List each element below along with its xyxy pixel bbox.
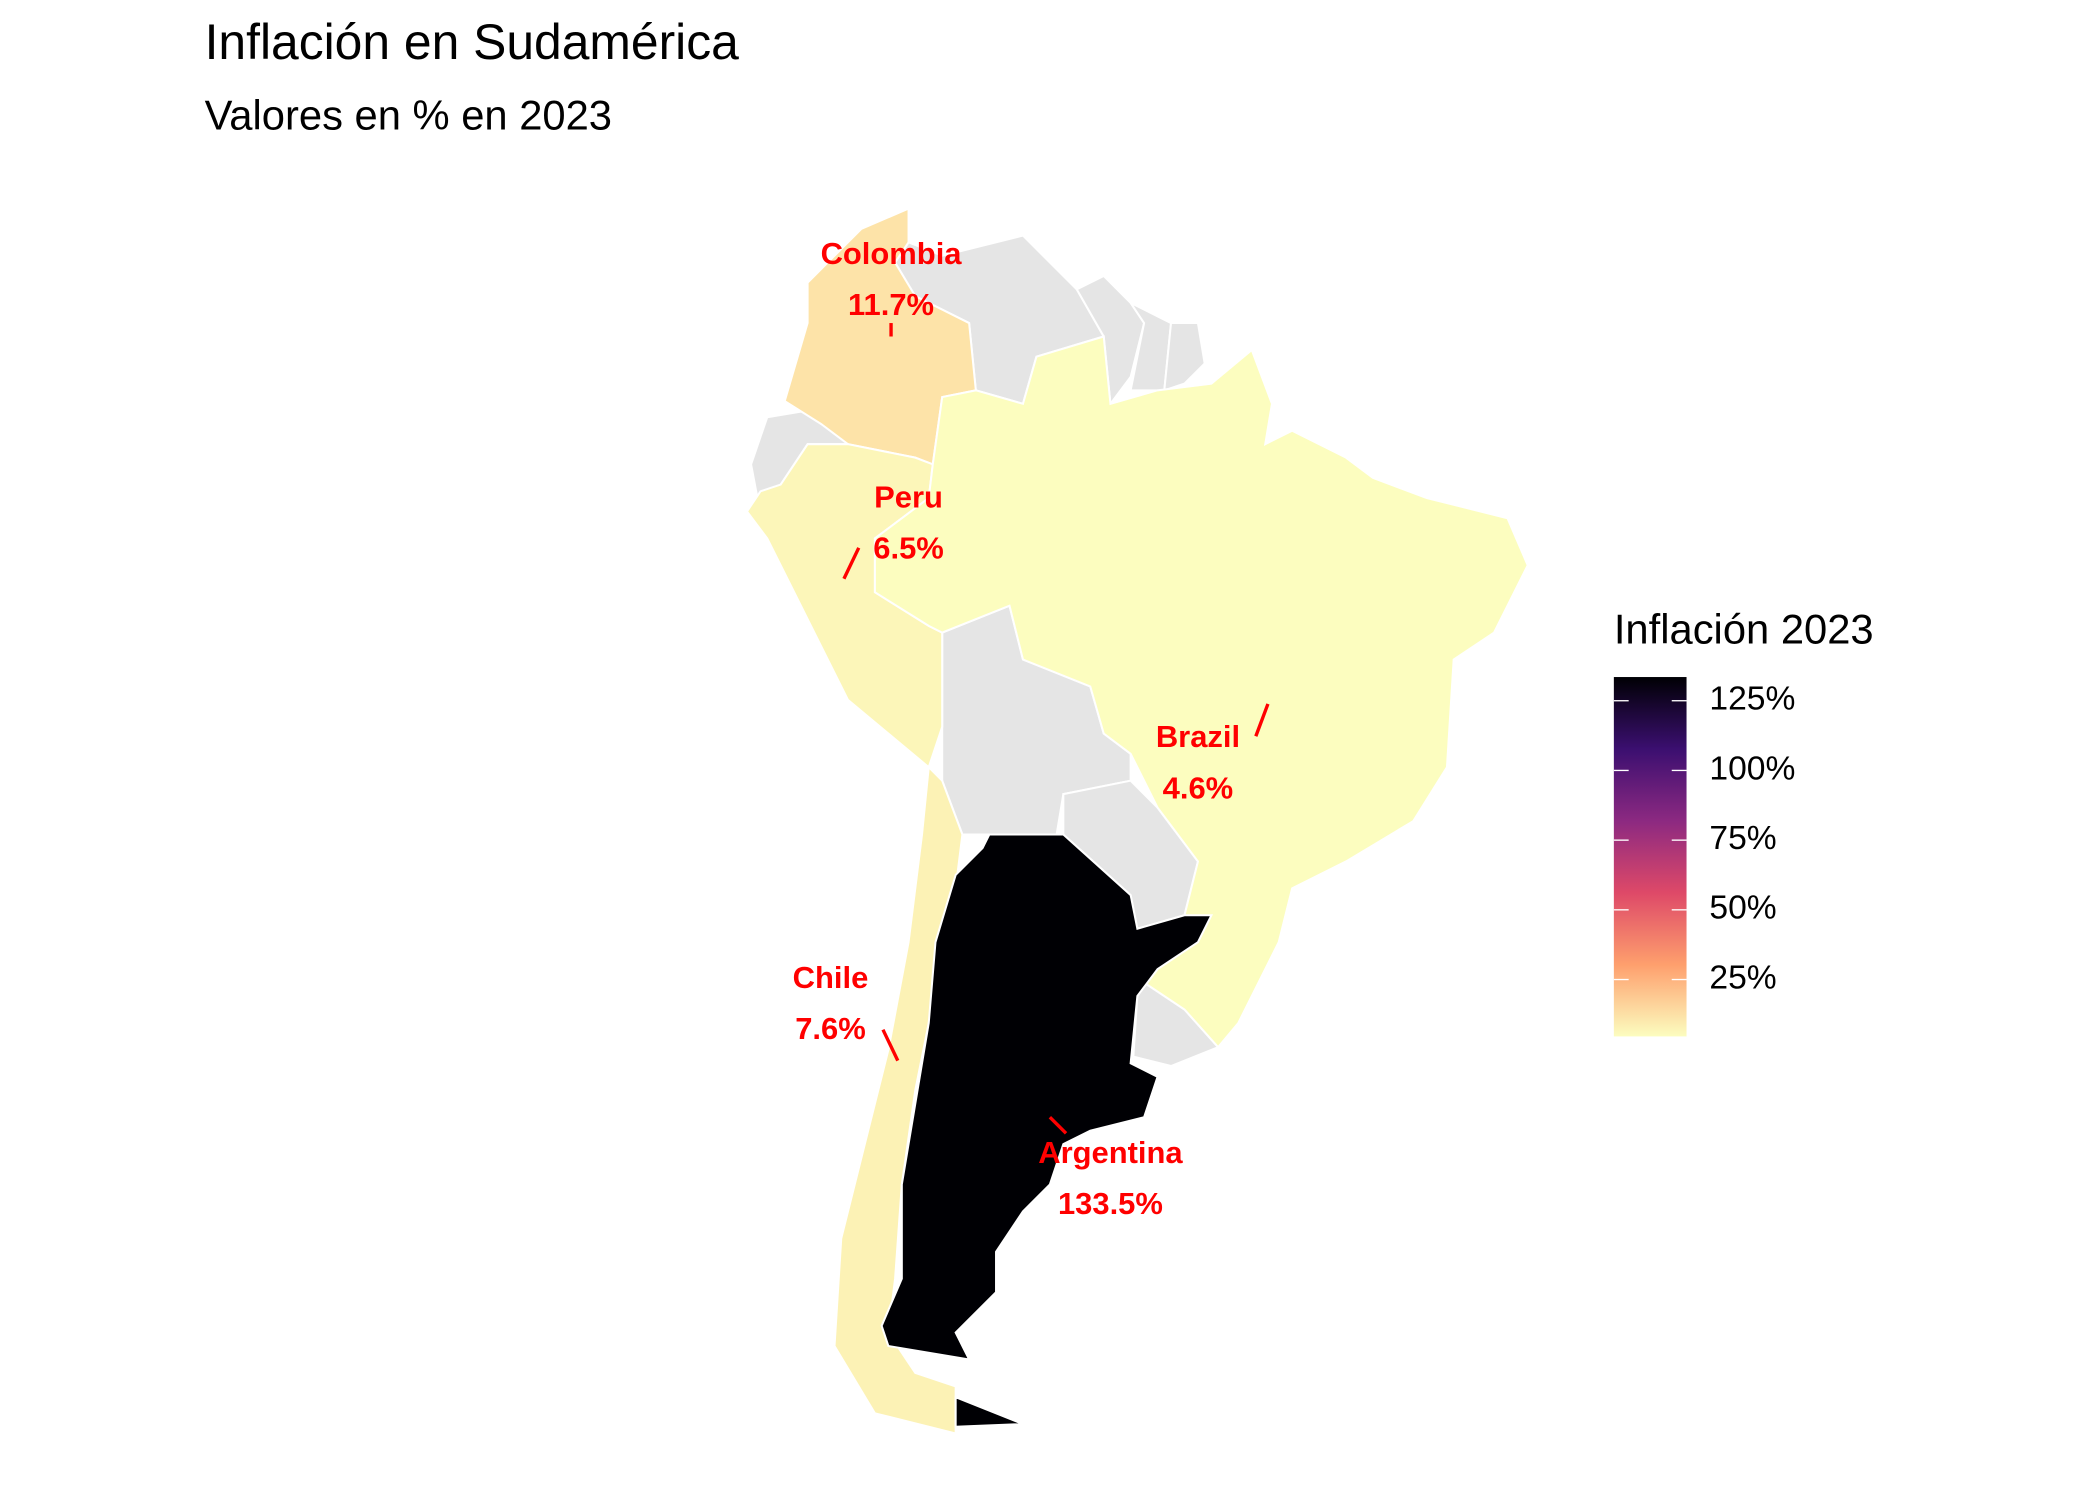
leader-lines xyxy=(842,323,1270,1135)
value-label: 133.5% xyxy=(1058,1186,1163,1221)
subtitle: Valores en % en 2023 xyxy=(205,91,612,138)
value-label: 7.6% xyxy=(795,1011,866,1046)
leader-line xyxy=(842,547,861,580)
country-argentina xyxy=(880,833,1214,1428)
country-label: Peru xyxy=(874,480,943,515)
country-brazil xyxy=(873,335,1529,1049)
country-label: Chile xyxy=(793,960,869,995)
labels: Colombia 11.7% Peru 6.5% Brazil 4.6% Chile 7.6%… xyxy=(793,236,1240,1221)
legend-title: Inflación 2023 xyxy=(1614,606,1874,653)
value-label: 4.6% xyxy=(1163,770,1234,805)
french-guiana xyxy=(1163,322,1206,392)
colorbar xyxy=(1613,677,1687,1037)
plot: Inflación en Sudamérica Valores en % en … xyxy=(205,14,1874,1435)
country-label: Brazil xyxy=(1156,719,1240,754)
leader-line xyxy=(1048,1115,1068,1135)
tick-label: 75% xyxy=(1709,820,1776,857)
value-label: 11.7% xyxy=(848,287,934,322)
tick-label: 125% xyxy=(1709,681,1795,718)
value-label: 6.5% xyxy=(873,531,944,566)
countries xyxy=(745,207,1529,1435)
leader-line xyxy=(1254,703,1270,737)
country-label: Colombia xyxy=(821,236,963,271)
legend: Inflación 2023 25% 50% 75% 100% 125% xyxy=(1613,606,1874,1037)
leader-line xyxy=(881,1028,900,1062)
country-label: Argentina xyxy=(1038,1135,1183,1170)
tick-label: 100% xyxy=(1709,750,1795,787)
tick-label: 25% xyxy=(1709,959,1776,996)
tick-label: 50% xyxy=(1709,890,1776,927)
title: Inflación en Sudamérica xyxy=(205,14,740,70)
